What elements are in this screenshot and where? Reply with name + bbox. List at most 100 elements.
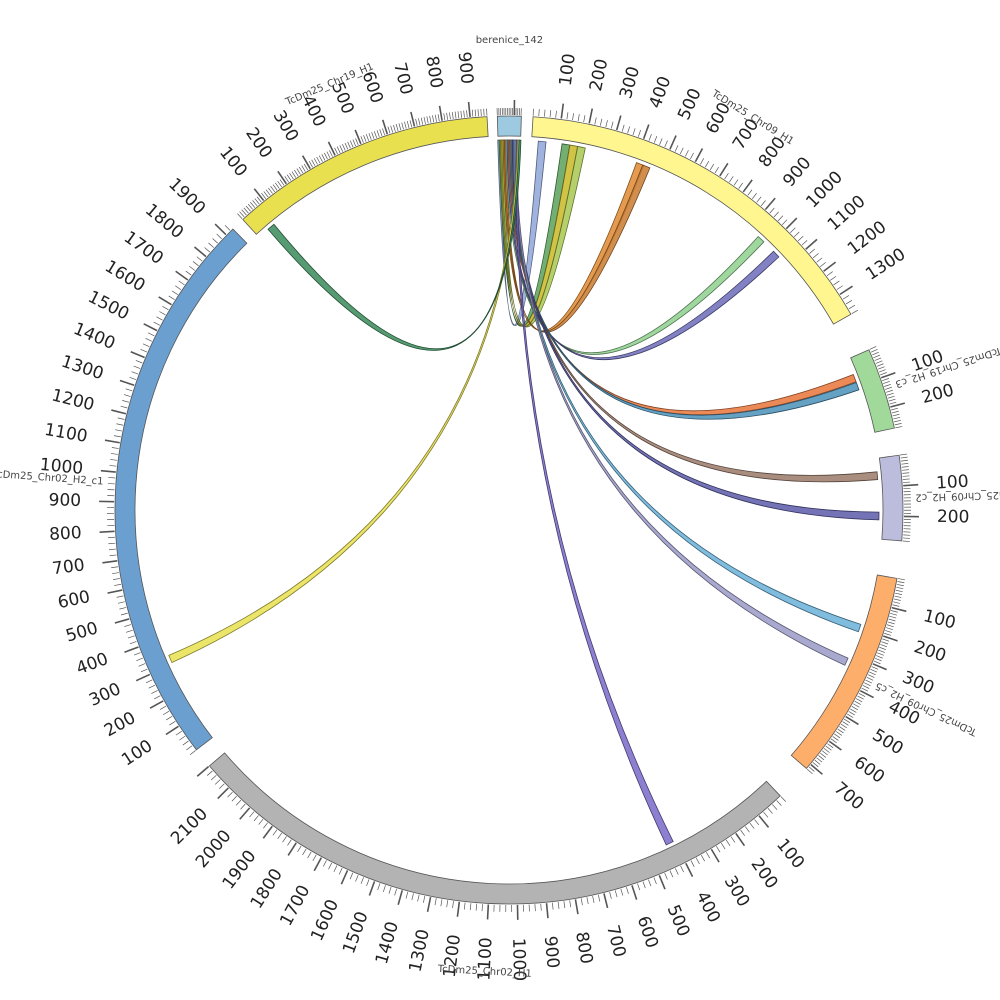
minor-tick	[830, 275, 837, 281]
minor-tick	[850, 708, 857, 713]
minor-tick	[434, 114, 437, 122]
minor-tick	[110, 453, 118, 455]
minor-tick	[178, 280, 185, 286]
major-tick	[100, 469, 116, 473]
minor-tick	[876, 363, 884, 367]
minor-tick	[733, 179, 739, 186]
segment-label-chr02h1: TcDm25_Chr02_H1	[437, 964, 533, 980]
minor-tick	[404, 121, 407, 129]
minor-tick	[892, 604, 900, 607]
minor-tick	[835, 731, 843, 736]
major-tick	[426, 896, 432, 912]
tick-label: 2100	[167, 804, 212, 849]
minor-tick	[474, 109, 477, 117]
minor-tick	[298, 166, 304, 174]
minor-tick	[812, 253, 819, 259]
minor-tick	[254, 198, 260, 205]
minor-tick	[420, 117, 424, 125]
minor-tick	[460, 110, 463, 118]
minor-tick	[179, 735, 186, 741]
minor-tick	[895, 426, 903, 429]
minor-tick	[769, 207, 775, 214]
minor-tick	[360, 136, 364, 143]
segment-label-berenice: berenice_142	[476, 35, 543, 46]
minor-tick	[140, 668, 148, 673]
minor-tick	[355, 874, 359, 882]
minor-tick	[700, 854, 705, 862]
minor-tick	[884, 632, 892, 636]
tick-label: 200	[101, 708, 139, 741]
minor-tick	[329, 150, 333, 157]
major-tick	[685, 862, 694, 877]
minor-tick	[884, 383, 891, 387]
tick-label: 1000	[39, 455, 84, 479]
minor-tick	[842, 721, 849, 726]
minor-tick	[880, 372, 887, 376]
minor-tick	[235, 799, 242, 806]
major-tick	[603, 893, 609, 909]
major-tick	[107, 589, 123, 594]
minor-tick	[674, 868, 679, 875]
segment-chr02h1	[208, 752, 781, 905]
link-to-chr09c5	[514, 139, 849, 666]
minor-tick	[363, 135, 367, 142]
minor-tick	[127, 635, 135, 639]
major-tick	[217, 787, 229, 800]
minor-tick	[720, 842, 726, 850]
major-tick	[287, 842, 297, 856]
minor-tick	[116, 595, 124, 598]
tick-label: 1400	[70, 319, 118, 354]
minor-tick	[133, 365, 141, 369]
minor-tick	[245, 205, 251, 212]
minor-tick	[888, 398, 896, 402]
major-tick	[467, 101, 471, 118]
tick-label: 100	[921, 606, 957, 633]
tick-label: 300	[720, 872, 754, 910]
minor-tick	[754, 819, 760, 826]
tick-label: 300	[86, 679, 124, 711]
minor-tick	[876, 655, 883, 659]
minor-tick	[116, 423, 124, 426]
major-tick	[805, 238, 818, 250]
minor-tick	[277, 832, 283, 839]
minor-tick	[382, 128, 385, 136]
tick-label: 800	[421, 55, 446, 90]
minor-tick	[599, 118, 603, 126]
segment-chr19h1	[242, 116, 489, 235]
minor-tick	[277, 181, 282, 188]
minor-tick	[131, 371, 139, 375]
minor-tick	[122, 400, 130, 403]
minor-tick	[296, 168, 301, 175]
minor-tick	[874, 357, 882, 361]
minor-tick	[241, 209, 247, 216]
major-tick	[135, 673, 151, 682]
minor-tick	[339, 145, 344, 152]
minor-tick	[406, 121, 410, 128]
major-tick	[149, 700, 164, 709]
minor-tick	[895, 592, 903, 595]
minor-tick	[797, 235, 804, 242]
tick-label: 100	[556, 52, 580, 87]
minor-tick	[900, 453, 908, 456]
major-tick	[758, 815, 770, 828]
minor-tick	[569, 900, 572, 908]
minor-tick	[773, 211, 779, 218]
tick-label: 1700	[120, 227, 167, 268]
tick-label: 800	[49, 523, 82, 545]
minor-tick	[827, 743, 834, 749]
minor-tick	[664, 872, 668, 880]
minor-tick	[115, 429, 123, 432]
tick-label: 1100	[474, 937, 496, 981]
minor-tick	[609, 891, 612, 899]
minor-tick	[886, 392, 894, 396]
minor-tick	[872, 351, 879, 356]
minor-tick	[145, 337, 153, 342]
major-tick	[193, 246, 207, 258]
minor-tick	[256, 196, 262, 203]
minor-tick	[851, 706, 858, 711]
major-tick	[104, 439, 120, 444]
minor-tick	[284, 176, 289, 183]
minor-tick	[112, 572, 120, 575]
minor-tick	[806, 768, 813, 774]
minor-tick	[120, 612, 128, 616]
